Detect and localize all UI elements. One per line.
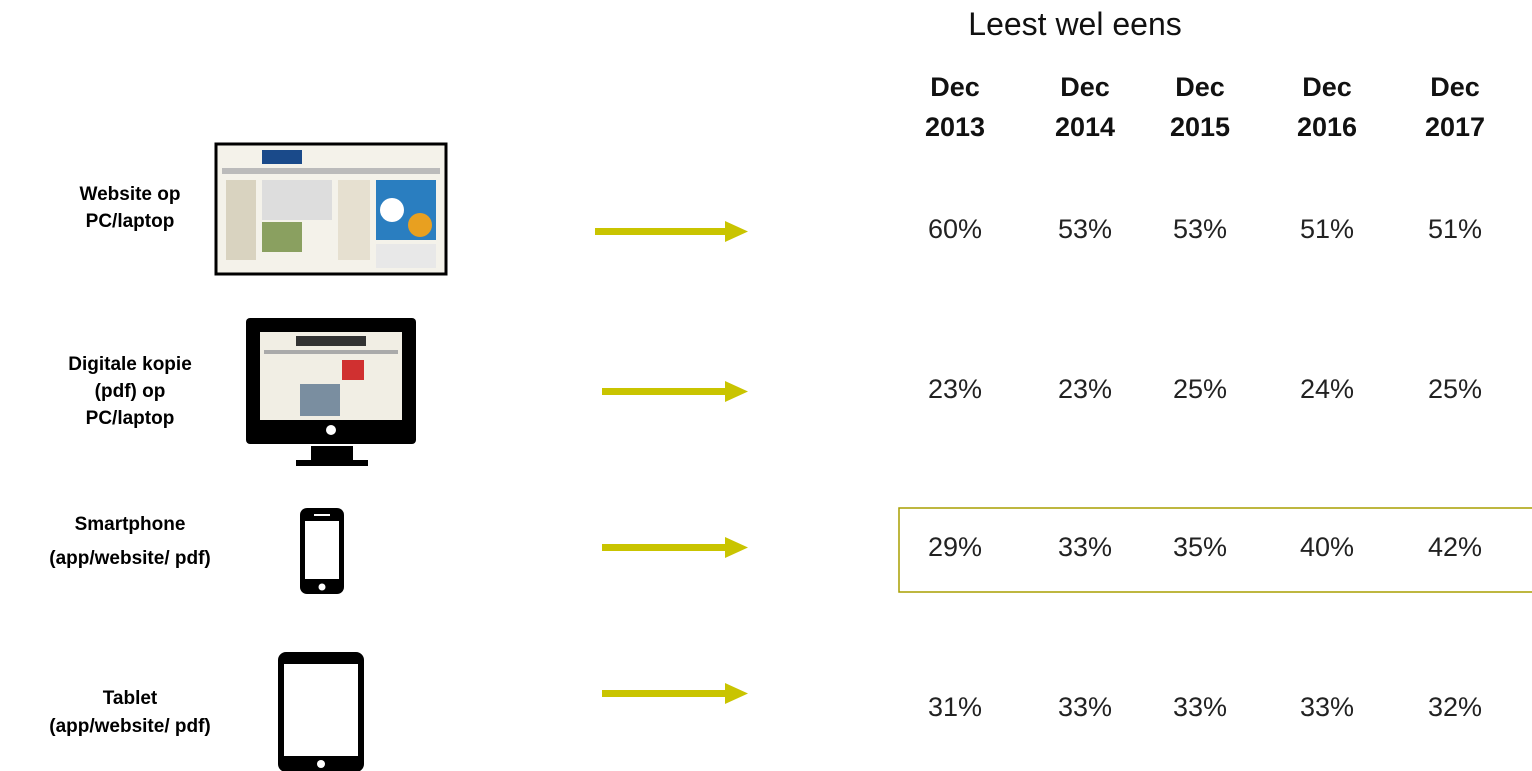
column-year: 2013 [900, 112, 1010, 143]
row-label: PC/laptop [0, 408, 260, 430]
column-month: Dec [1400, 72, 1510, 103]
row-label: Digitale kopie [0, 354, 260, 376]
slide: Leest wel eens Dec2013Dec2014Dec2015Dec2… [0, 0, 1532, 771]
cell-value: 23% [900, 374, 1010, 405]
phone-icon [300, 508, 344, 594]
cell-value: 32% [1400, 692, 1510, 723]
cell-value: 25% [1400, 374, 1510, 405]
row-label: (pdf) op [0, 381, 260, 403]
row-label: (app/website/ pdf) [0, 548, 260, 570]
cell-value: 42% [1400, 532, 1510, 563]
column-month: Dec [1145, 72, 1255, 103]
title: Leest wel eens [900, 6, 1250, 43]
cell-value: 29% [900, 532, 1010, 563]
cell-value: 31% [900, 692, 1010, 723]
tablet-icon [278, 652, 364, 771]
cell-value: 24% [1272, 374, 1382, 405]
cell-value: 33% [1030, 532, 1140, 563]
cell-value: 33% [1272, 692, 1382, 723]
cell-value: 23% [1030, 374, 1140, 405]
cell-value: 25% [1145, 374, 1255, 405]
row-label: (app/website/ pdf) [0, 716, 260, 738]
column-year: 2017 [1400, 112, 1510, 143]
cell-value: 35% [1145, 532, 1255, 563]
column-month: Dec [1030, 72, 1140, 103]
cell-value: 51% [1400, 214, 1510, 245]
monitor-icon [246, 318, 416, 466]
cell-value: 40% [1272, 532, 1382, 563]
column-month: Dec [1272, 72, 1382, 103]
cell-value: 33% [1030, 692, 1140, 723]
column-year: 2014 [1030, 112, 1140, 143]
arrows [595, 221, 748, 704]
cell-value: 53% [1145, 214, 1255, 245]
cell-value: 33% [1145, 692, 1255, 723]
column-year: 2016 [1272, 112, 1382, 143]
website-icon [216, 144, 446, 274]
row-label: Smartphone [0, 514, 260, 536]
cell-value: 53% [1030, 214, 1140, 245]
row-label: Website op [0, 184, 260, 206]
cell-value: 51% [1272, 214, 1382, 245]
cell-value: 60% [900, 214, 1010, 245]
row-label: PC/laptop [0, 211, 260, 233]
column-year: 2015 [1145, 112, 1255, 143]
row-label: Tablet [0, 688, 260, 710]
column-month: Dec [900, 72, 1010, 103]
